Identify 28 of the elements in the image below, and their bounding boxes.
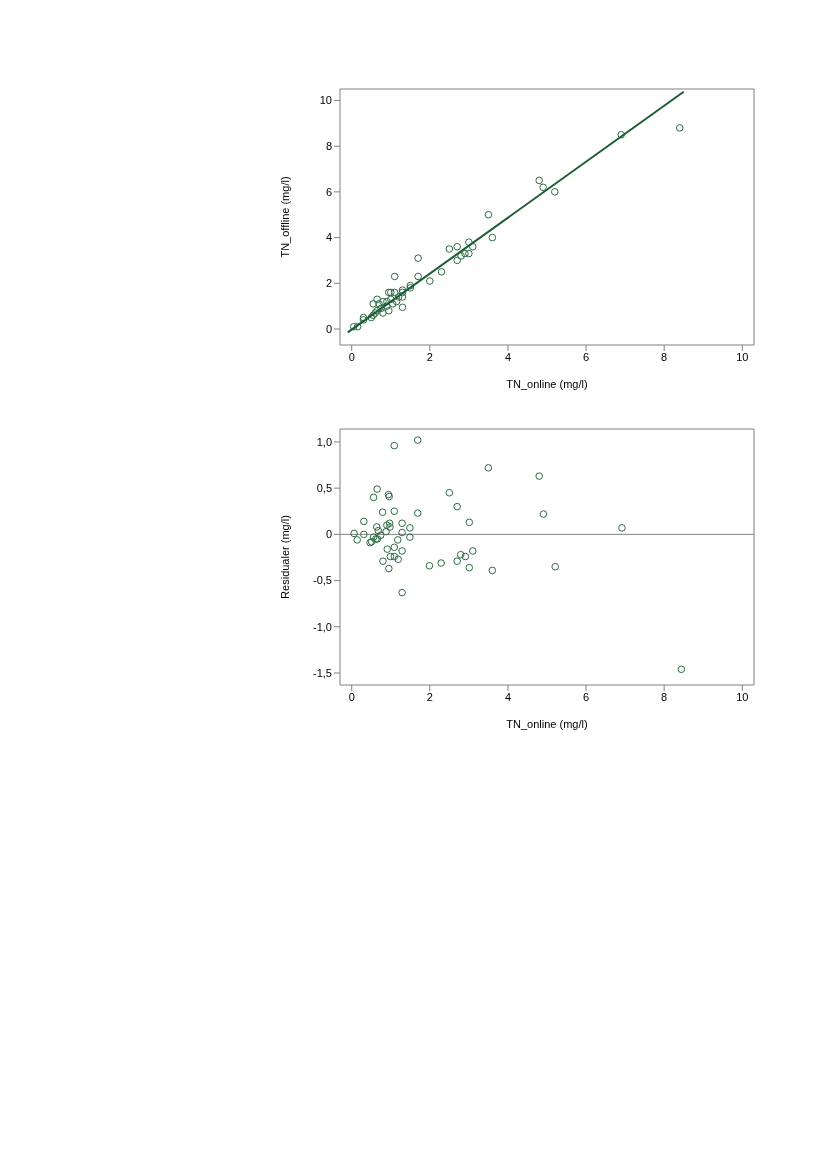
y-tick-label: 6 [325,185,332,198]
y-tick-label: 2 [325,277,332,290]
x-tick-label: 6 [582,690,590,703]
y-tick-label: 4 [325,231,332,244]
x-tick-label: 8 [661,350,668,363]
y-axis-title: TN_offline (mg/l) [278,176,291,258]
y-tick-label: 10 [319,94,332,107]
y-tick-label: 8 [325,140,332,153]
x-tick-label: 0 [348,350,355,363]
y-tick-label: 0,5 [316,482,332,495]
x-tick-label: 6 [582,350,590,363]
x-tick-label: 2 [426,690,433,703]
x-tick-label: 8 [661,690,668,703]
x-axis-title: TN_online (mg/l) [506,718,588,730]
x-tick-label: 4 [504,350,512,363]
x-tick-label: 2 [426,350,433,363]
y-axis-title: Residualer (mg/l) [278,515,291,599]
x-tick-label: 10 [736,690,749,703]
x-tick-label: 0 [348,690,355,703]
x-tick-label: 10 [736,350,749,363]
y-tick-label: -1,0 [313,620,332,633]
y-tick-label: 1,0 [316,435,332,448]
x-tick-label: 4 [504,690,512,703]
x-axis-title: TN_online (mg/l) [506,378,588,390]
y-tick-label: -1,5 [313,666,332,679]
y-tick-label: 0 [325,322,332,335]
y-tick-label: -0,5 [313,574,332,587]
y-tick-label: 0 [325,528,332,541]
